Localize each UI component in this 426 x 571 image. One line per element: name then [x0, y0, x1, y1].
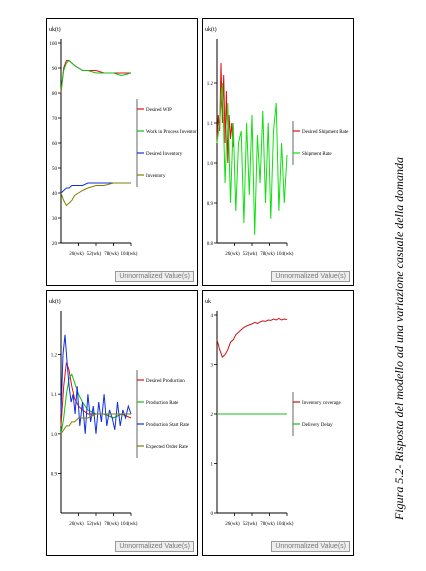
series-line	[216, 317, 288, 358]
y-tick-label: 50	[52, 167, 58, 172]
chart-svg: uk(t) 20 30 40 50 60 70 80 90 100 26(wk) 52(wk) 78(w…	[49, 26, 197, 257]
legend-label: Desired Production	[146, 379, 185, 384]
chart-panel-2: uk(t) 0.8 0.9 1.0 1.1 1.2 26(wk) 52(wk) 78(wk) 10…	[202, 18, 354, 286]
y-tick-label: 1.2	[51, 354, 58, 359]
y-tick-label: 0.9	[207, 202, 214, 207]
series-line	[60, 182, 131, 207]
y-tick-label: 0.9	[51, 472, 58, 477]
unnormalized-stamp: Unnormalized Value(s)	[115, 271, 194, 282]
y-tick-label: 20	[52, 242, 58, 247]
x-tick-label: 78(wk)	[260, 252, 275, 257]
y-tick-label: 60	[52, 142, 58, 147]
series-line	[60, 334, 132, 434]
x-tick-label: 104(wk)	[121, 522, 138, 527]
legend-label: Inventory	[146, 174, 166, 179]
x-tick-label: 52(wk)	[87, 252, 102, 257]
legend-label: Expected Order Rate	[146, 445, 189, 450]
legend-label: Desired Shipment Rate	[302, 130, 349, 135]
legend-label: Inventory coverage	[302, 401, 342, 406]
y-tick-label: 4	[211, 314, 214, 319]
y-tick-label: 30	[52, 217, 58, 222]
series-line	[216, 62, 234, 164]
y-tick-label: 1	[211, 463, 214, 468]
y-tick-label: 1.1	[51, 393, 58, 398]
y-tick-label: 0.8	[207, 242, 214, 247]
series-line	[60, 60, 131, 94]
y-tick-label: 40	[52, 192, 58, 197]
y-axis-label: uk(t)	[49, 298, 61, 305]
y-tick-label: 0	[211, 512, 214, 517]
legend-label: Work in Process Inventory	[146, 130, 197, 135]
series-line	[60, 362, 132, 426]
x-tick-label: 78(wk)	[104, 522, 119, 527]
y-tick-label: 80	[52, 92, 58, 97]
y-tick-label: 1.1	[207, 122, 214, 127]
chart-panel-1: uk(t) 20 30 40 50 60 70 80 90 100 26(wk) 52(wk) 78(w…	[46, 18, 198, 286]
y-tick-label: 2	[211, 413, 214, 418]
y-tick-label: 3	[211, 364, 214, 369]
chart-svg: uk(t) 0.9 1.0 1.1 1.2 26(wk) 52(wk) 78(wk) 104(w…	[49, 298, 190, 527]
legend-label: Production Rate	[146, 401, 179, 406]
x-tick-label: 104(wk)	[121, 252, 138, 257]
x-tick-label: 52(wk)	[87, 522, 102, 527]
series-line	[60, 413, 131, 435]
series-line	[60, 182, 131, 194]
y-tick-label: 1.0	[51, 433, 58, 438]
y-tick-label: 90	[52, 67, 58, 72]
y-tick-label: 1.0	[207, 162, 214, 167]
caption-text: Figura 5.2- Risposta del modello ad una …	[392, 157, 406, 520]
legend-label: Delivery Delay	[302, 423, 333, 428]
x-tick-label: 26(wk)	[225, 522, 240, 527]
y-tick-label: 100	[50, 42, 58, 47]
y-tick-label: 70	[52, 117, 58, 122]
x-tick-label: 26(wk)	[69, 252, 84, 257]
unnormalized-stamp: Unnormalized Value(s)	[271, 271, 350, 282]
unnormalized-stamp: Unnormalized Value(s)	[115, 541, 194, 552]
y-axis-label: uk	[205, 299, 211, 305]
x-tick-label: 26(wk)	[69, 522, 84, 527]
x-tick-label: 78(wk)	[104, 252, 119, 257]
x-tick-label: 52(wk)	[243, 522, 258, 527]
series-line	[216, 82, 288, 236]
x-tick-label: 104(wk)	[277, 522, 294, 527]
chart-panel-3: uk(t) 0.9 1.0 1.1 1.2 26(wk) 52(wk) 78(wk) 104(w…	[46, 290, 198, 556]
series-line	[60, 59, 132, 91]
legend-label: Desired Inventory	[146, 152, 183, 157]
x-tick-label: 78(wk)	[260, 522, 275, 527]
chart-svg: uk(t) 0.8 0.9 1.0 1.1 1.2 26(wk) 52(wk) 78(wk) 10…	[205, 26, 349, 257]
legend-label: Desired WIP	[146, 108, 172, 113]
chart-svg: uk 0 1 2 3 4 26(wk) 52(wk) 78(wk) 104(wk) Inventor…	[205, 299, 342, 527]
x-tick-label: 52(wk)	[243, 252, 258, 257]
chart-panel-4: uk 0 1 2 3 4 26(wk) 52(wk) 78(wk) 104(wk) Inventor…	[202, 290, 354, 556]
y-axis-label: uk(t)	[49, 26, 61, 33]
x-tick-label: 26(wk)	[225, 252, 240, 257]
legend-label: Shipment Rate	[302, 152, 332, 157]
x-tick-label: 104(wk)	[277, 252, 294, 257]
unnormalized-stamp: Unnormalized Value(s)	[271, 541, 350, 552]
legend-label: Production Start Rate	[146, 423, 190, 428]
y-axis-label: uk(t)	[205, 26, 217, 33]
y-tick-label: 1.2	[207, 82, 214, 87]
